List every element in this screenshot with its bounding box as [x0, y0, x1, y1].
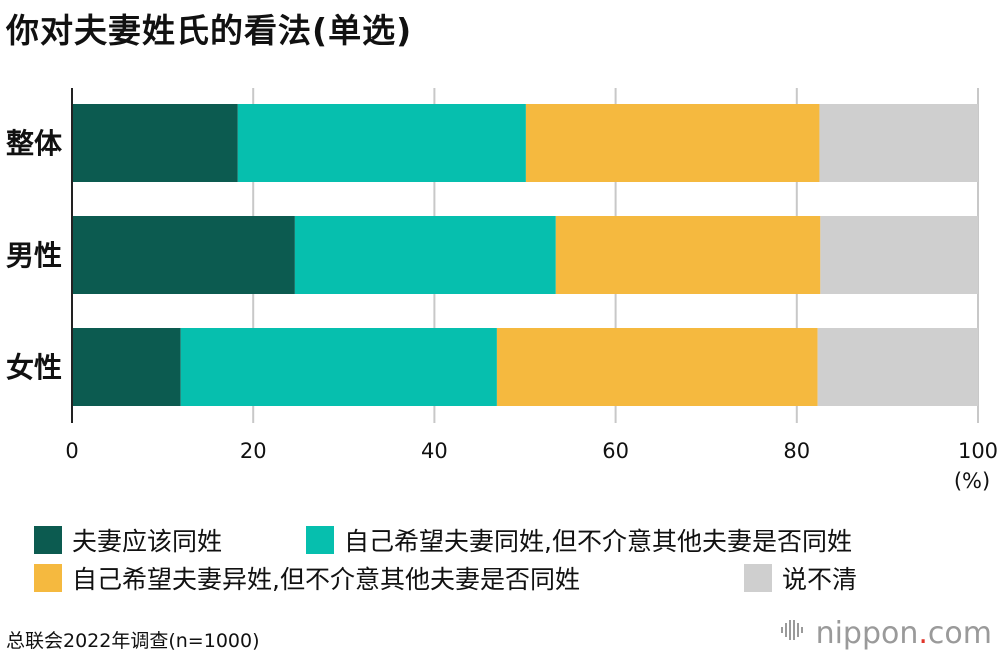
bar-segment [72, 328, 181, 406]
legend-label: 自己希望夫妻同姓,但不介意其他夫妻是否同姓 [344, 527, 852, 556]
legend-item: 自己希望夫妻同姓,但不介意其他夫妻是否同姓 [306, 522, 852, 558]
category-label: 女性 [6, 351, 62, 384]
legend-label: 自己希望夫妻异姓,但不介意其他夫妻是否同姓 [72, 565, 580, 594]
bar-segment [820, 216, 978, 294]
bar-segment [180, 328, 497, 406]
bars [72, 104, 978, 406]
legend-item: 自己希望夫妻异姓,但不介意其他夫妻是否同姓 [34, 560, 580, 596]
bar-segment [72, 104, 238, 182]
legend-label: 说不清 [782, 565, 858, 594]
bar-segment [294, 216, 556, 294]
x-tick-label: 20 [240, 439, 267, 463]
legend: 夫妻应该同姓 自己希望夫妻同姓,但不介意其他夫妻是否同姓自己希望夫妻异姓,但不介意… [0, 516, 1000, 596]
bar-segment [72, 216, 295, 294]
legend-swatch [34, 526, 62, 554]
x-tick-label: 100 [958, 439, 998, 463]
bar-segment [819, 104, 978, 182]
brand-tld: com [927, 616, 992, 651]
x-tick-label: 60 [602, 439, 629, 463]
legend-item: 说不清 [744, 560, 857, 596]
chart-title: 你对夫妻姓氏的看法(单选) [6, 11, 413, 50]
legend-swatch [34, 564, 62, 592]
brand-logo: nippon. com [780, 616, 992, 651]
category-label: 男性 [6, 239, 62, 272]
bar-segment [555, 216, 821, 294]
category-label: 整体 [6, 127, 63, 160]
legend-swatch [744, 564, 772, 592]
source-note: 总联会2022年调查(n=1000) [6, 630, 260, 652]
x-tick-label: 80 [783, 439, 810, 463]
brand-name: nippon [815, 616, 919, 651]
x-tick-label: 0 [65, 439, 78, 463]
bar-segment [237, 104, 526, 182]
legend-label: 夫妻应该同姓 [72, 527, 223, 556]
legend-swatch [306, 526, 334, 554]
x-unit-label: (%) [954, 469, 990, 493]
bar-segment [817, 328, 978, 406]
bar-segment [496, 328, 818, 406]
brand-dot: . [918, 616, 928, 651]
legend-item: 夫妻应该同姓 [34, 522, 222, 558]
x-tick-label: 40 [421, 439, 448, 463]
nippon-wave-icon [780, 616, 806, 651]
bar-segment [525, 104, 820, 182]
